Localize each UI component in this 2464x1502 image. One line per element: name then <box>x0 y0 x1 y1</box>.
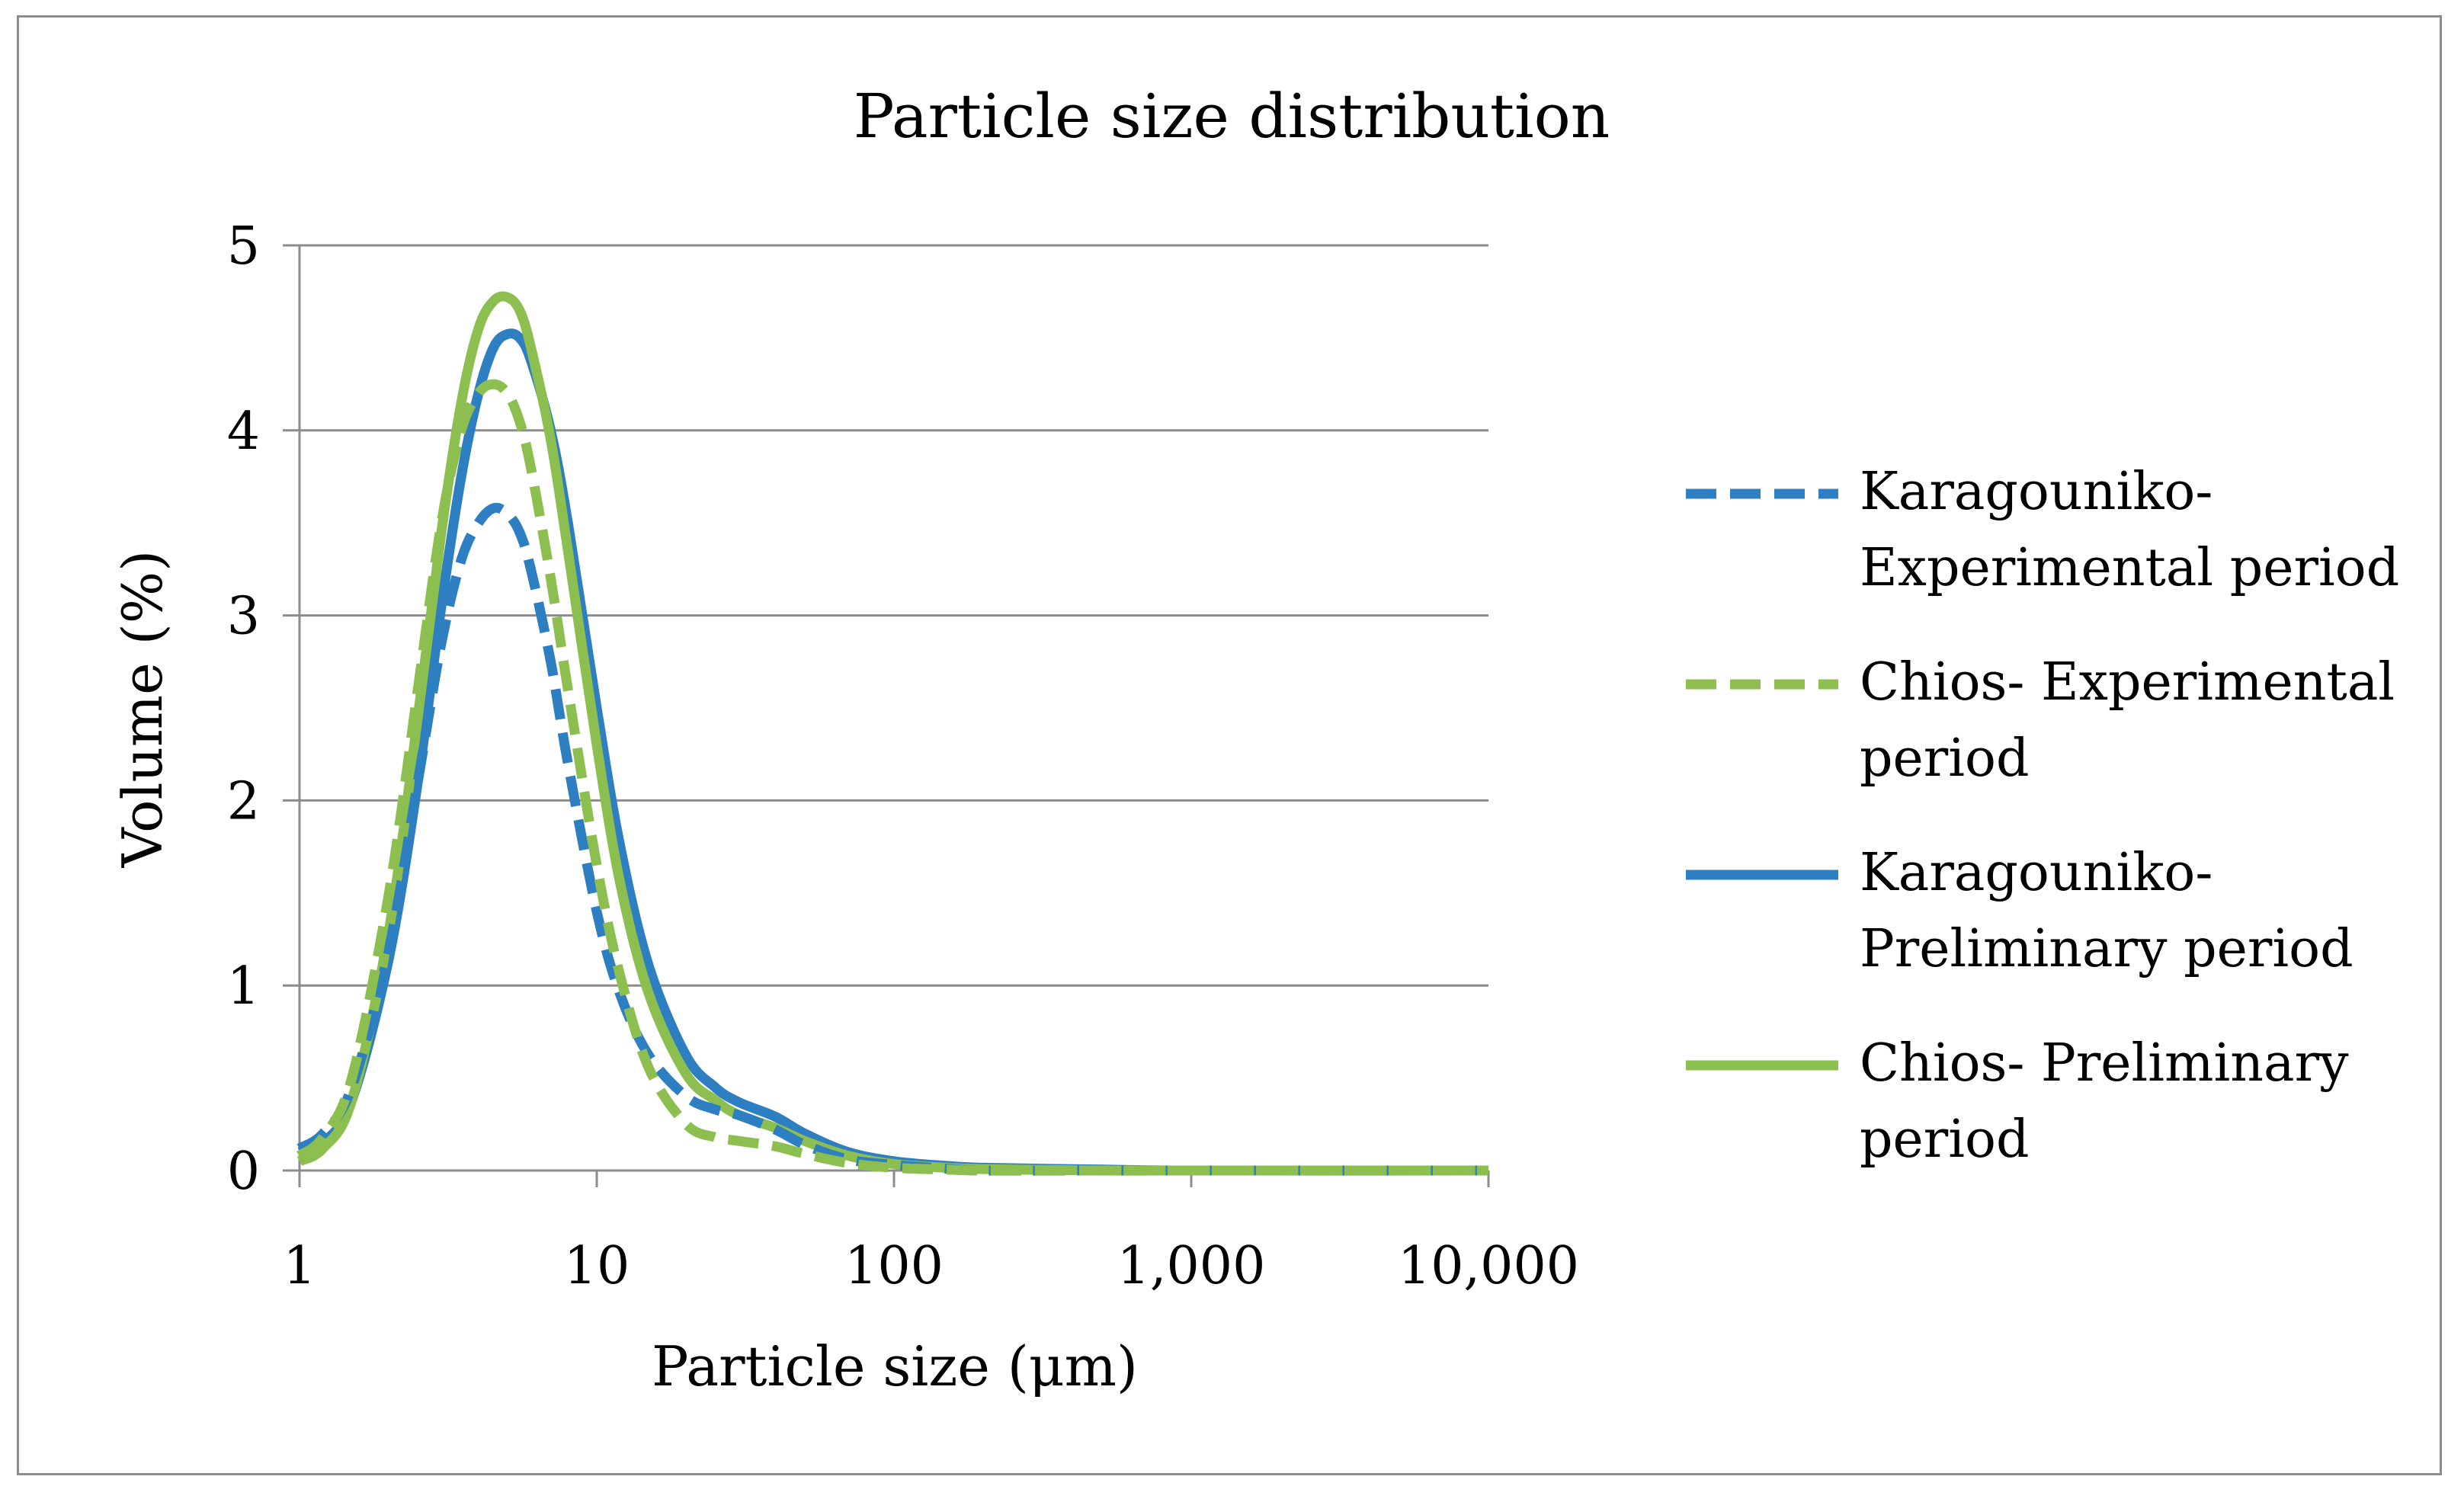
y-tick-labels: 0 1 2 3 4 5 <box>227 216 260 1202</box>
legend-label: period <box>1860 1110 2030 1170</box>
y-tick-label: 4 <box>227 402 260 462</box>
x-tick-label: 1,000 <box>1117 1236 1266 1296</box>
series-line-3 <box>297 328 1489 1176</box>
chart-title: Particle size distribution <box>854 81 1610 152</box>
x-tick-label: 100 <box>844 1236 944 1296</box>
series-lines <box>296 291 1489 1176</box>
legend-label: Experimental period <box>1860 538 2399 598</box>
legend: Karagouniko- Experimental period Chios- Ex… <box>1686 462 2399 1170</box>
x-tick-label: 1 <box>283 1236 316 1296</box>
x-tick-label: 10,000 <box>1398 1236 1579 1296</box>
y-tick-label: 3 <box>227 587 260 647</box>
legend-label: period <box>1860 729 2030 789</box>
legend-label: Chios- Preliminary <box>1860 1033 2349 1094</box>
y-tick-label: 2 <box>227 771 260 831</box>
series-line-2 <box>296 379 1488 1176</box>
legend-label: Karagouniko- <box>1860 843 2212 903</box>
y-tick-label: 1 <box>227 956 260 1017</box>
gridlines <box>283 244 1488 1172</box>
y-tick-label: 0 <box>227 1142 260 1202</box>
series-line-1 <box>296 502 1488 1176</box>
x-tick-label: 10 <box>564 1236 630 1296</box>
x-axis-title: Particle size (μm) <box>652 1334 1138 1398</box>
x-tick-labels: 1 10 100 1,000 10,000 <box>283 1236 1579 1296</box>
legend-label: Preliminary period <box>1860 919 2353 979</box>
y-tick-label: 5 <box>227 216 260 277</box>
y-axis-title: Volume (%) <box>111 550 175 869</box>
series-line-4 <box>296 291 1488 1176</box>
legend-label: Karagouniko- <box>1860 462 2212 522</box>
legend-label: Chios- Experimental <box>1860 652 2395 713</box>
